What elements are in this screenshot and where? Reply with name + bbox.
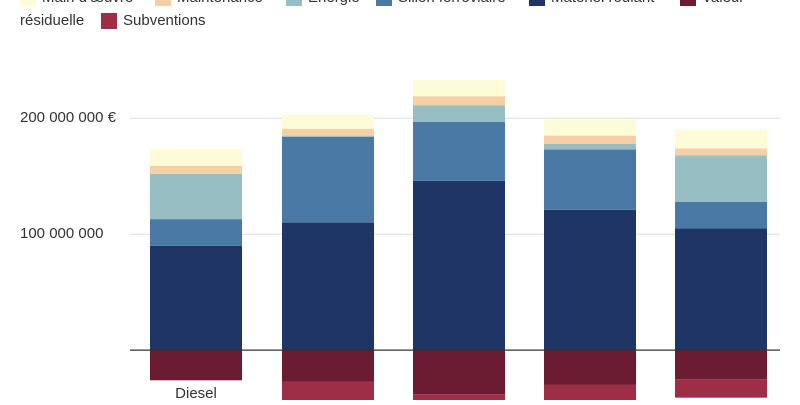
bar-segment — [150, 148, 242, 166]
legend-label: Subventions — [123, 12, 206, 29]
legend-label: Matériel roulant — [551, 0, 655, 6]
bar-segment — [544, 209, 636, 351]
bar-segment — [413, 96, 505, 106]
y-tick-label: 100 000 000 — [20, 225, 103, 242]
legend-swatch — [376, 0, 392, 6]
bar-segment — [282, 114, 374, 129]
bar-segment — [150, 219, 242, 246]
legend-label: Main d'œuvre — [42, 0, 133, 6]
legend-swatch — [101, 13, 117, 29]
bar-segment — [413, 121, 505, 181]
bar-segment — [544, 143, 636, 150]
bar-segment — [544, 384, 636, 403]
bar-segment — [150, 165, 242, 174]
bar-segment — [282, 350, 374, 382]
bar-segment — [675, 228, 767, 351]
x-tick-label: Diesel — [175, 385, 217, 400]
bar-segment — [544, 119, 636, 136]
bar-segment — [282, 222, 374, 351]
y-tick-label: 200 000 000 € — [20, 109, 117, 126]
legend-label: Sillon ferroviaire — [398, 0, 506, 6]
legend-swatch — [286, 0, 302, 6]
legend-label: Energie — [308, 0, 360, 6]
bar-segment — [544, 149, 636, 210]
bar-segment — [282, 135, 374, 137]
bar-segment — [544, 350, 636, 385]
bar-segment — [675, 379, 767, 398]
bar-segment — [150, 173, 242, 220]
bar-segment — [413, 105, 505, 122]
legend-label: Valeur résiduelle — [20, 0, 748, 29]
bar-segment — [675, 155, 767, 202]
bar-segment — [282, 136, 374, 223]
bar-segment — [544, 135, 636, 144]
bar-segment — [675, 201, 767, 229]
bar-segment — [413, 80, 505, 97]
bar-segment — [413, 350, 505, 395]
bar-segment — [413, 394, 505, 405]
legend-swatch — [155, 0, 171, 6]
bar-segment — [282, 128, 374, 136]
bar-segment — [282, 381, 374, 405]
legend-label: Maintenance — [177, 0, 263, 6]
bar-segment — [150, 350, 242, 381]
legend-swatch — [529, 0, 545, 6]
legend-swatch — [20, 0, 36, 6]
bar-segment — [675, 148, 767, 156]
bar-segment — [675, 350, 767, 380]
legend-swatch — [680, 0, 696, 6]
bar-segment — [150, 245, 242, 351]
bar-segment — [675, 129, 767, 149]
bar-segment — [413, 180, 505, 351]
